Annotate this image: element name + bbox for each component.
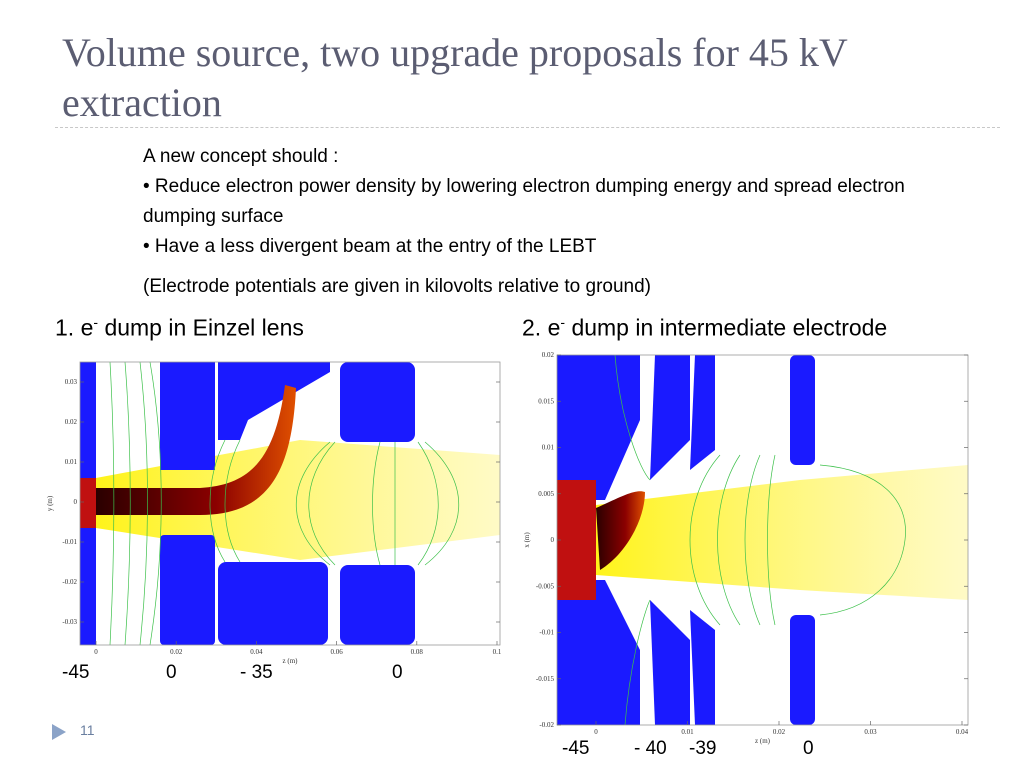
- potential-label: 0: [166, 662, 177, 683]
- y-tick-label: -0.01: [62, 538, 77, 546]
- y-tick-label: 0.005: [538, 490, 554, 498]
- page-number: 11: [80, 722, 95, 738]
- text: dump in Einzel lens: [104, 314, 304, 341]
- x-tick-label: 0.04: [956, 728, 969, 736]
- text: dump in intermediate electrode: [571, 314, 888, 341]
- potential-label: - 40: [634, 738, 667, 759]
- electrode: [690, 610, 715, 725]
- y-tick-label: 0.02: [65, 418, 78, 426]
- electrode: [218, 362, 330, 440]
- electrode: [218, 562, 328, 645]
- y-axis-label: y (m): [46, 495, 54, 511]
- x-axis-label: z (m): [283, 657, 299, 665]
- x-tick-label: 0.1: [493, 648, 502, 656]
- x-tick-label: 0: [94, 648, 98, 656]
- electrode: [596, 355, 640, 500]
- electron-beam: [96, 385, 296, 515]
- note: (Electrode potentials are given in kilov…: [143, 276, 651, 297]
- potential-label: 0: [392, 662, 403, 683]
- potential-label: -39: [689, 738, 717, 759]
- beam: [596, 465, 968, 600]
- y-tick-label: 0.015: [538, 397, 554, 405]
- field-lines: [109, 361, 459, 646]
- body-text: A new concept should : • Reduce electron…: [143, 142, 923, 302]
- y-tick-label: 0: [74, 498, 78, 506]
- line: • Have a less divergent beam at the entr…: [143, 236, 597, 257]
- electrode: [340, 362, 415, 442]
- electrode-hot: [80, 478, 96, 528]
- y-tick-label: -0.02: [62, 578, 77, 586]
- y-tick-label: -0.005: [536, 582, 555, 590]
- y-tick-label: 0.03: [65, 378, 78, 386]
- electrode: [690, 355, 715, 470]
- potential-label: -45: [62, 662, 90, 683]
- x-axis-label: z (m): [755, 737, 771, 745]
- electrode-hot: [557, 480, 596, 600]
- section-heading: 1. e- dump in Einzel lens: [55, 314, 304, 342]
- x-tick-label: 0.02: [170, 648, 183, 656]
- simulation-plot: [520, 350, 975, 735]
- number: 2.: [522, 314, 542, 341]
- x-tick-label: 0.08: [411, 648, 424, 656]
- x-tick-label: 0.01: [681, 728, 694, 736]
- number: 1.: [55, 314, 75, 341]
- text: e: [80, 314, 94, 341]
- simulation-plot: [55, 355, 505, 665]
- potential-label: 0: [803, 738, 814, 759]
- x-tick-label: 0.02: [773, 728, 786, 736]
- potential-label: - 35: [240, 662, 273, 683]
- y-tick-label: 0.01: [542, 444, 555, 452]
- electrode: [650, 600, 690, 725]
- y-tick-label: 0.01: [65, 458, 78, 466]
- y-tick-label: -0.03: [62, 618, 77, 626]
- y-tick-label: -0.02: [539, 721, 554, 729]
- line: • Reduce electron power density by lower…: [143, 176, 905, 227]
- superscript: -: [93, 314, 99, 330]
- electrode: [650, 355, 690, 480]
- bullet-arrow: [52, 724, 66, 740]
- potential-label: -45: [562, 738, 590, 759]
- divider: [55, 127, 1000, 128]
- superscript: -: [560, 314, 566, 330]
- field-lines: [614, 354, 906, 726]
- line: A new concept should :: [143, 146, 339, 167]
- electrode: [160, 362, 215, 470]
- section-heading: 2. e- dump in intermediate electrode: [522, 314, 887, 342]
- x-tick-label: 0.03: [864, 728, 877, 736]
- y-axis-label: x (m): [523, 532, 531, 548]
- electrode: [340, 565, 415, 645]
- y-tick-label: -0.01: [539, 629, 554, 637]
- x-tick-label: 0.04: [250, 648, 263, 656]
- electron-beam: [596, 491, 645, 570]
- plot-frame: [79, 361, 501, 646]
- electrode: [160, 535, 215, 645]
- text: e: [547, 314, 561, 341]
- x-tick-label: 0: [594, 728, 598, 736]
- y-tick-label: 0: [551, 536, 555, 544]
- y-tick-label: 0.02: [542, 351, 555, 359]
- slide-title: Volume source, two upgrade proposals for…: [62, 30, 848, 125]
- electrode: [790, 615, 815, 725]
- electrode: [790, 355, 815, 465]
- x-tick-label: 0.06: [330, 648, 343, 656]
- y-tick-label: -0.015: [536, 675, 555, 683]
